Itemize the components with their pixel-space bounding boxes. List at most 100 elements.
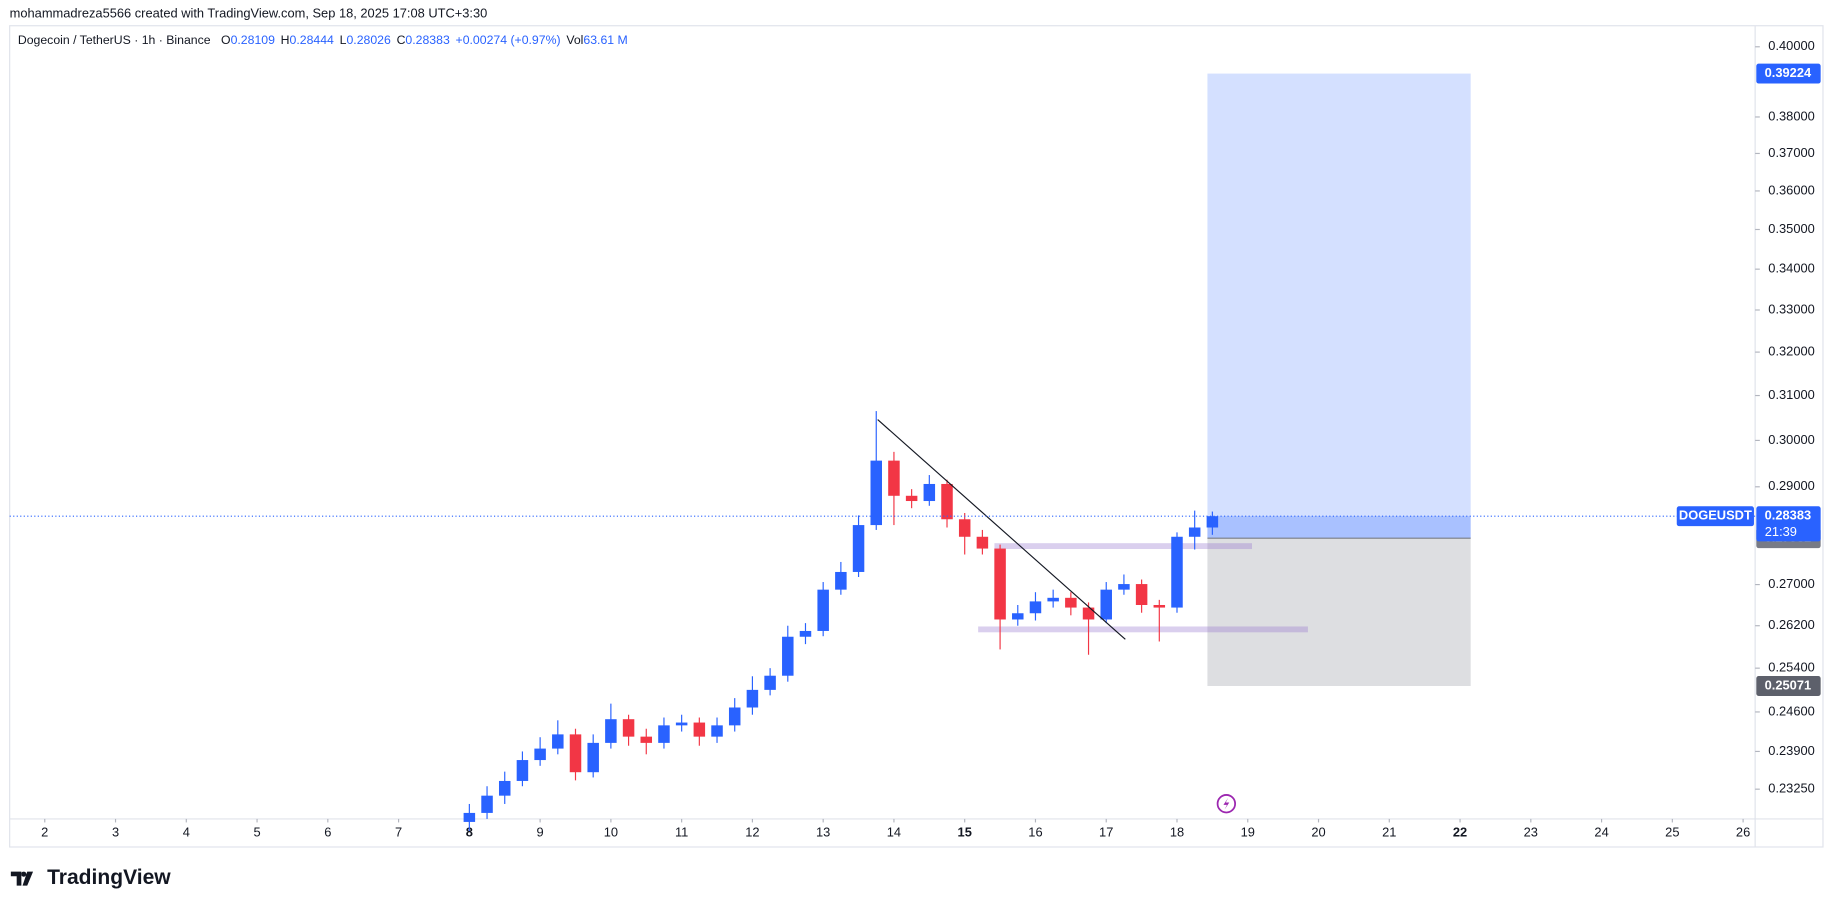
y-tick-label: 0.34000: [1768, 261, 1814, 276]
last-price-tag-label: 0.28383: [1765, 508, 1811, 523]
candle-body: [481, 795, 493, 813]
plot-area: 0.40000 0.38000 0.37000 0.36000 0.35000 0.340…: [9, 38, 1821, 839]
candle-body: [923, 483, 936, 502]
open-pnl-zone: [1207, 516, 1471, 539]
legend-label: O: [221, 33, 231, 47]
candle-body: [1188, 527, 1201, 537]
candle-body: [1153, 604, 1166, 608]
candle-body: [799, 630, 812, 637]
candle-body: [1206, 516, 1219, 528]
candle-body: [746, 689, 759, 708]
candle-body: [782, 636, 794, 676]
y-tick-label: 0.40000: [1768, 38, 1814, 53]
x-tick-label: 10: [604, 824, 618, 839]
x-tick-label: 23: [1524, 824, 1538, 839]
y-tick-label: 0.31000: [1768, 387, 1814, 402]
candle-body: [1100, 589, 1112, 620]
legend-label: Vol: [566, 33, 583, 47]
legend-label: L: [340, 33, 347, 47]
support-zone: [978, 626, 1308, 633]
candle-body: [658, 725, 670, 743]
legend: Dogecoin / TetherUS · 1h · Binance O0.28…: [18, 33, 628, 47]
y-tick-label: 0.37000: [1768, 145, 1814, 160]
x-tick-label: 9: [537, 824, 544, 839]
candle-body: [675, 722, 688, 726]
target-zone: [1207, 73, 1471, 539]
candle-body: [1047, 597, 1059, 602]
legend-value: 0.28444: [290, 33, 335, 47]
target-tag: [1756, 63, 1821, 84]
y-tick-label: 0.35000: [1768, 221, 1814, 236]
x-tick-label: 21: [1382, 824, 1396, 839]
x-tick-label: 6: [324, 824, 331, 839]
x-tick-label: 14: [887, 824, 901, 839]
y-tick-label: 0.30000: [1768, 432, 1814, 447]
candle-body: [711, 725, 723, 737]
x-tick-label: 17: [1099, 824, 1113, 839]
candle-body: [622, 719, 635, 737]
legend-value: 0.28383: [405, 33, 450, 47]
candle-body: [498, 780, 511, 796]
candle-body: [1065, 597, 1077, 608]
candle-body: [835, 571, 847, 590]
candle-body: [552, 734, 564, 749]
y-tick-label: 0.29000: [1768, 478, 1814, 493]
countdown: 21:39: [1765, 524, 1797, 539]
legend-symbol: Dogecoin / TetherUS · 1h · Binance: [18, 33, 211, 47]
y-tick-label: 0.32000: [1768, 343, 1814, 358]
candle-body: [1118, 584, 1130, 590]
y-tick-label: 0.27000: [1768, 576, 1814, 591]
x-tick-label: 24: [1594, 824, 1608, 839]
candle-body: [587, 742, 599, 773]
candle-body: [463, 812, 476, 822]
candle-body: [693, 722, 706, 737]
x-tick-label: 5: [253, 824, 260, 839]
y-tick-label: 0.33000: [1768, 301, 1814, 316]
x-tick-label: 25: [1665, 824, 1679, 839]
candle-body: [1012, 613, 1024, 620]
candle-body: [941, 483, 953, 520]
candle-body: [605, 719, 617, 743]
x-tick-label: 13: [816, 824, 830, 839]
support-zone: [994, 543, 1253, 550]
y-tick-label: 0.23900: [1768, 743, 1814, 758]
candle-body: [976, 536, 989, 549]
y-tick-label: 0.36000: [1768, 182, 1814, 197]
candle-body: [764, 675, 776, 690]
y-tick-label: 0.25400: [1768, 660, 1814, 675]
lightning-icon: [1216, 794, 1237, 814]
chart-frame: [9, 25, 1824, 848]
x-tick-label: 3: [112, 824, 119, 839]
legend-label: H: [281, 33, 290, 47]
legend-value: 0.28109: [231, 33, 276, 47]
x-tick-label: 11: [675, 824, 688, 839]
candle-body: [728, 707, 741, 726]
candle-body: [905, 495, 918, 502]
candle-body: [888, 460, 900, 496]
x-tick-label: 26: [1736, 824, 1750, 839]
legend-value: 63.61 M: [583, 33, 627, 47]
candle-body: [1082, 607, 1095, 620]
footer-logo-text: TradingView: [47, 866, 171, 889]
stop-tag-label: 0.25071: [1765, 677, 1811, 692]
y-tick-label: 0.24600: [1768, 703, 1814, 718]
y-tick-label: 0.26200: [1768, 617, 1814, 632]
x-tick-label: 16: [1028, 824, 1042, 839]
candle-body: [817, 589, 829, 631]
stop-tag: [1756, 676, 1821, 696]
y-tick-label: 0.23250: [1768, 781, 1814, 796]
legend-value: 0.28026: [346, 33, 391, 47]
candle-body: [1171, 536, 1183, 608]
candle-body: [870, 460, 882, 526]
symbol-badge-label: DOGEUSDT: [1679, 508, 1752, 523]
candle-body: [1135, 584, 1148, 605]
trend-line: [877, 419, 1126, 640]
x-tick-label: 22: [1453, 824, 1467, 839]
x-tick-label: 20: [1311, 824, 1325, 839]
x-tick-label: 7: [395, 824, 402, 839]
candle-body: [1029, 601, 1042, 614]
candle-body: [640, 736, 653, 743]
candle-body: [958, 519, 971, 537]
x-tick-label: 18: [1170, 824, 1184, 839]
